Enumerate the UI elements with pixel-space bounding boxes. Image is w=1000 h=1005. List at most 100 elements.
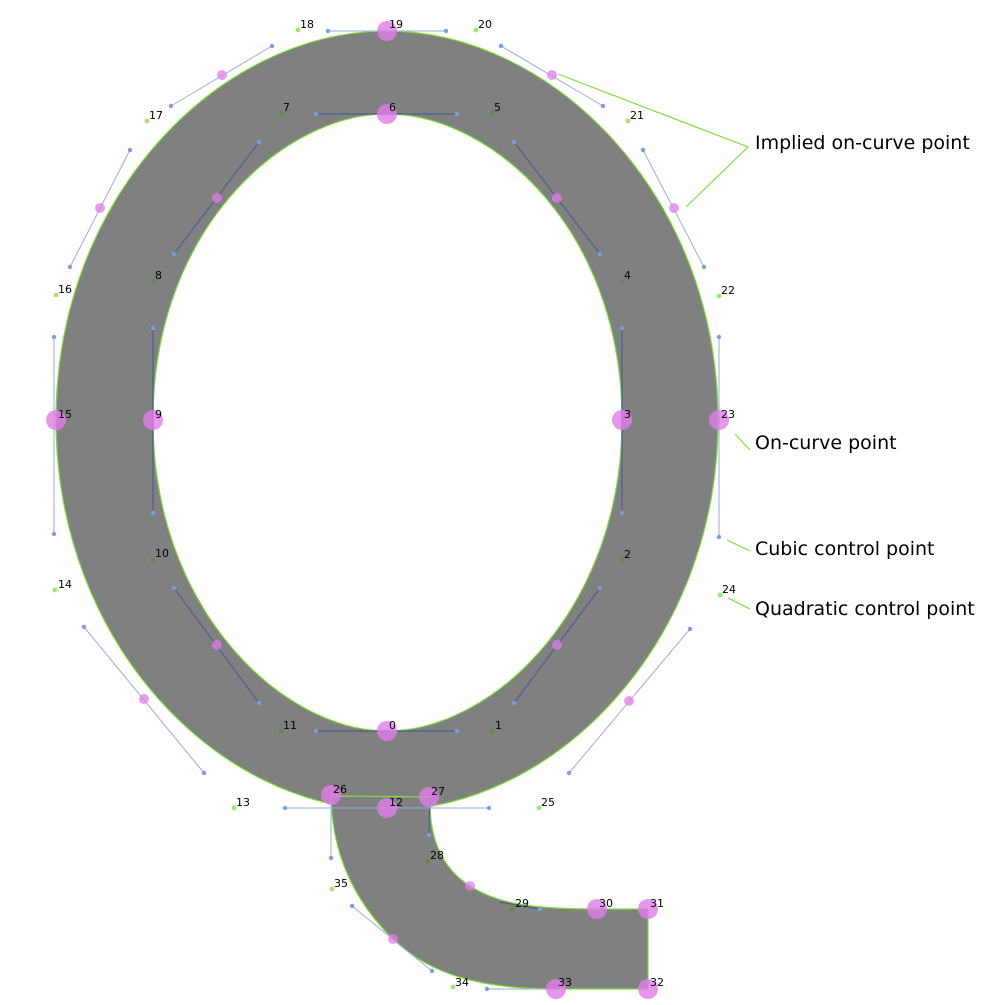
- quadratic-control-point: [144, 118, 150, 124]
- cubic-control-point: [454, 728, 460, 734]
- cubic-control-point: [171, 251, 177, 257]
- cubic-control-point: [640, 147, 646, 153]
- point-label-6: 6: [389, 101, 396, 114]
- quadratic-control-point: [295, 27, 301, 33]
- cubic-control-point: [566, 770, 572, 776]
- cubic-control-point: [716, 334, 722, 340]
- cubic-points: [51, 28, 722, 992]
- point-label-33: 33: [558, 976, 572, 989]
- cubic-control-point: [486, 805, 492, 811]
- quadratic-control-point: [625, 118, 631, 124]
- cubic-control-point: [256, 139, 262, 145]
- point-label-16: 16: [58, 283, 72, 296]
- point-label-10: 10: [155, 547, 169, 560]
- point-label-12: 12: [389, 796, 403, 809]
- quadratic-control-point: [619, 557, 625, 563]
- legend-cubic-control: Cubic control point: [755, 538, 935, 560]
- quadratic-control-point: [450, 984, 456, 990]
- on-curve-point: [638, 979, 658, 999]
- cubic-control-point: [269, 43, 275, 49]
- point-label-14: 14: [58, 578, 72, 591]
- cubic-control-point: [600, 103, 606, 109]
- cubic-control-point: [511, 139, 517, 145]
- point-label-17: 17: [149, 109, 163, 122]
- point-label-32: 32: [650, 976, 664, 989]
- point-label-5: 5: [494, 101, 501, 114]
- point-label-15: 15: [58, 408, 72, 421]
- cubic-control-point: [511, 700, 517, 706]
- cubic-control-point: [597, 585, 603, 591]
- implied-on-curve-point: [669, 203, 679, 213]
- cubic-control-point: [282, 805, 288, 811]
- cubic-control-point: [349, 903, 355, 909]
- implied-on-curve-point: [552, 193, 562, 203]
- cubic-control-point: [687, 626, 693, 632]
- cubic-control-point: [168, 103, 174, 109]
- cubic-control-point: [498, 43, 504, 49]
- quadratic-control-point: [717, 592, 723, 598]
- cubic-control-point: [256, 700, 262, 706]
- quadratic-control-point: [619, 278, 625, 284]
- point-label-29: 29: [515, 897, 529, 910]
- on-curve-point: [377, 721, 397, 741]
- cubic-control-point: [701, 264, 707, 270]
- point-label-27: 27: [431, 785, 445, 798]
- point-label-9: 9: [155, 408, 162, 421]
- implied-on-curve-point: [388, 934, 398, 944]
- cubic-control-point: [537, 906, 543, 912]
- point-label-20: 20: [478, 18, 492, 31]
- quadratic-control-point: [489, 728, 495, 734]
- quadratic-control-point: [150, 557, 156, 563]
- cubic-control-point: [454, 111, 460, 117]
- cubic-control-point: [313, 728, 319, 734]
- on-curve-point: [546, 979, 566, 999]
- on-curve-point: [587, 899, 607, 919]
- point-label-11: 11: [283, 719, 297, 732]
- on-curve-point: [612, 410, 632, 430]
- quadratic-points: [52, 27, 723, 990]
- on-curve-point: [321, 785, 341, 805]
- implied-on-curve-point: [624, 696, 634, 706]
- glyph-tail: [330, 795, 649, 990]
- cubic-control-point: [443, 28, 449, 34]
- cubic-control-point: [619, 510, 625, 516]
- quadratic-control-point: [329, 886, 335, 892]
- quadratic-control-point: [52, 587, 58, 593]
- point-label-34: 34: [455, 976, 469, 989]
- cubic-control-point: [484, 986, 490, 992]
- on-curve-points: [46, 21, 729, 999]
- cubic-control-point: [150, 325, 156, 331]
- on-curve-point: [638, 899, 658, 919]
- point-label-19: 19: [389, 18, 403, 31]
- point-label-30: 30: [599, 897, 613, 910]
- legend-on-curve: On-curve point: [755, 432, 897, 454]
- cubic-control-point: [51, 334, 57, 340]
- cubic-control-point: [313, 111, 319, 117]
- on-curve-point: [419, 787, 439, 807]
- cubic-control-point: [201, 770, 207, 776]
- cubic-control-point: [150, 510, 156, 516]
- point-label-1: 1: [495, 719, 502, 732]
- implied-on-curve-point: [552, 640, 562, 650]
- cubic-control-point: [127, 147, 133, 153]
- cubic-control-point: [426, 832, 432, 838]
- on-curve-point: [377, 21, 397, 41]
- legend: Implied on-curve point On-curve point Cu…: [755, 132, 975, 620]
- point-label-23: 23: [721, 408, 735, 421]
- quadratic-control-point: [53, 292, 59, 298]
- implied-on-curve-point: [547, 70, 557, 80]
- point-label-26: 26: [333, 783, 347, 796]
- point-label-0: 0: [389, 719, 396, 732]
- legend-implied-on-curve: Implied on-curve point: [755, 132, 970, 154]
- point-label-35: 35: [334, 877, 348, 890]
- cubic-control-point: [429, 968, 435, 974]
- cubic-control-point: [328, 855, 334, 861]
- on-curve-point: [709, 410, 729, 430]
- point-labels: 0 1 2 3 4 5 6 7 8 9 10 11 12 13 14 15 16…: [58, 18, 736, 989]
- point-label-18: 18: [300, 18, 314, 31]
- point-label-3: 3: [624, 408, 631, 421]
- point-label-31: 31: [650, 897, 664, 910]
- quadratic-control-point: [278, 728, 284, 734]
- quadratic-control-point: [716, 293, 722, 299]
- point-label-22: 22: [721, 284, 735, 297]
